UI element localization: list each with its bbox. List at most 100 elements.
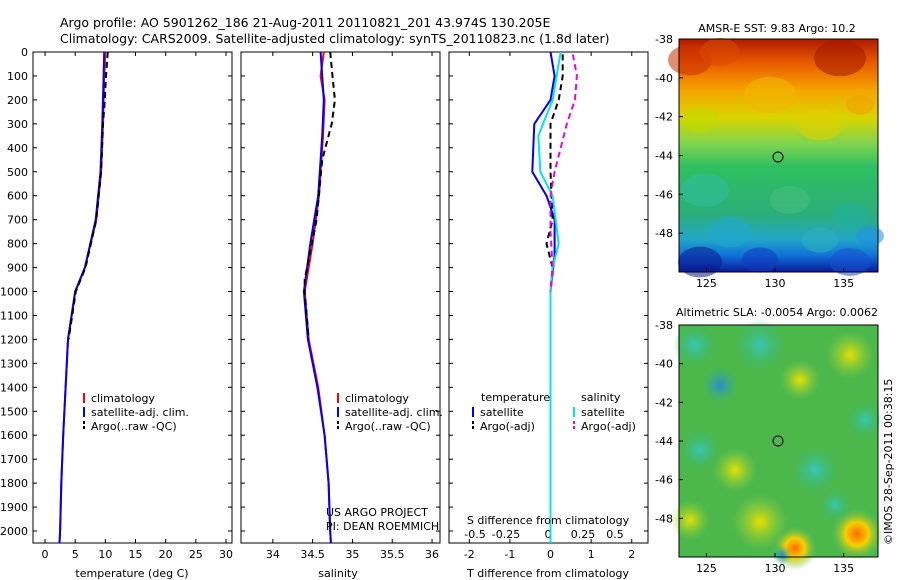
- y-tick-label: 700: [7, 214, 28, 227]
- legend-label: satellite: [480, 406, 524, 419]
- legend-label: climatology: [91, 392, 155, 405]
- legend-group-title: salinity: [581, 391, 621, 404]
- legend-label: Argo(..raw -QC): [91, 420, 177, 433]
- sla-texture-blob: [847, 402, 883, 438]
- map-y-tick-label: -48: [655, 227, 673, 240]
- sst-texture-blob: [744, 76, 796, 114]
- sst-texture-blob: [846, 95, 874, 115]
- sst-texture-blob: [856, 226, 884, 246]
- y-tick-label: 1300: [0, 357, 28, 370]
- map-y-tick-label: -38: [655, 33, 673, 46]
- series-line-3: [549, 54, 578, 292]
- s-difference-label: S difference from climatology: [467, 514, 630, 527]
- y-tick-label: 1400: [0, 381, 28, 394]
- s-tick-label: -0.25: [492, 528, 520, 541]
- map-x-tick-label: 125: [696, 562, 717, 575]
- map-x-tick-label: 130: [765, 277, 786, 290]
- y-tick-label: 500: [7, 166, 28, 179]
- sla-texture-blob: [732, 494, 788, 550]
- map-y-tick-label: -48: [655, 512, 673, 525]
- map-y-tick-label: -42: [655, 396, 673, 409]
- y-tick-label: 1500: [0, 405, 28, 418]
- x-tick-label: 35.5: [380, 548, 405, 561]
- legend-label: climatology: [345, 392, 409, 405]
- series-line-2: [537, 51, 562, 543]
- sla-map: Altimetric SLA: -0.0054 Argo: 0.0062 125…: [655, 306, 883, 575]
- sst-texture-blob: [770, 186, 810, 214]
- sst-texture-blob: [830, 248, 870, 276]
- difference-legend: temperaturesatelliteArgo(-adj)salinitysa…: [472, 391, 636, 433]
- y-tick-label: 900: [7, 262, 28, 275]
- x-tick-label: 0: [547, 548, 554, 561]
- sst-texture-blob: [832, 202, 868, 228]
- sst-texture-blob: [802, 227, 838, 253]
- sla-texture-blob: [702, 367, 738, 403]
- y-tick-label: 400: [7, 142, 28, 155]
- y-tick-label: 1000: [0, 286, 28, 299]
- x-tick-label: 0: [42, 548, 49, 561]
- y-tick-label: 600: [7, 190, 28, 203]
- difference-panel: -2 -1 0 1 2 -0.5 -0.25 0 0.25 0.5 S difference fr…: [448, 51, 649, 580]
- sla-texture-blob: [780, 360, 820, 400]
- y-tick-label: 0: [21, 46, 28, 59]
- y-tick-label: 300: [7, 118, 28, 131]
- x-tick-label: 30: [219, 548, 233, 561]
- x-tick-label: 34: [266, 548, 280, 561]
- x-tick-label: 15: [129, 548, 143, 561]
- s-tick-label: 0.25: [571, 528, 596, 541]
- sst-map-title: AMSR-E SST: 9.83 Argo: 10.2: [698, 22, 856, 35]
- x-tick-label: 20: [159, 548, 173, 561]
- x-tick-label: 34.5: [300, 548, 325, 561]
- map-y-tick-label: -46: [655, 474, 673, 487]
- map-y-tick-label: -42: [655, 111, 673, 124]
- salinity-axes-box: [240, 51, 441, 544]
- salinity-panel: 34 34.5 35 35.5 36 salinity climatologysatel…: [240, 51, 443, 580]
- map-y-tick-label: -40: [655, 72, 673, 85]
- figure-title-line2: Climatology: CARS2009. Satellite-adjuste…: [60, 31, 610, 46]
- map-y-tick-label: -44: [655, 150, 673, 163]
- y-tick-label: 800: [7, 238, 28, 251]
- legend-label: satellite-adj. clim.: [91, 406, 189, 419]
- map-x-tick-label: 125: [696, 277, 717, 290]
- y-tick-label: 100: [7, 70, 28, 83]
- legend-label: Argo(-adj): [581, 420, 636, 433]
- sla-texture-blob: [819, 489, 851, 521]
- legend-label: Argo(-adj): [480, 420, 535, 433]
- y-tick-label: 1100: [0, 309, 28, 322]
- x-tick-label: 2: [628, 548, 635, 561]
- project-note-line2: PI: DEAN ROEMMICH: [326, 520, 439, 533]
- sla-map-title: Altimetric SLA: -0.0054 Argo: 0.0062: [676, 306, 878, 319]
- sst-texture-blob: [742, 247, 778, 273]
- map-y-tick-label: -44: [655, 435, 673, 448]
- sst-texture-blob: [681, 173, 729, 207]
- sst-texture-blob: [798, 109, 842, 141]
- x-tick-label: 10: [98, 548, 112, 561]
- s-tick-label: -0.5: [464, 528, 485, 541]
- x-tick-label: -1: [504, 548, 515, 561]
- sla-argo-marker: [772, 435, 784, 447]
- sla-texture-blob: [680, 430, 720, 470]
- map-x-tick-label: 135: [833, 562, 854, 575]
- sla-texture-blob: [831, 508, 883, 560]
- sla-texture-blob: [713, 448, 757, 492]
- y-tick-label: 1800: [0, 477, 28, 490]
- x-tick-label: 5: [72, 548, 79, 561]
- difference-axes-box: [448, 51, 649, 544]
- y-tick-label: 1700: [0, 453, 28, 466]
- y-tick-label: 200: [7, 94, 28, 107]
- t-difference-xlabel: T difference from climatology: [466, 567, 629, 580]
- y-tick-label: 1600: [0, 429, 28, 442]
- figure-title-line1: Argo profile: AO 5901262_186 21-Aug-2011…: [60, 15, 550, 30]
- x-tick-label: 35: [345, 548, 359, 561]
- y-tick-label: 1200: [0, 333, 28, 346]
- salinity-xlabel: salinity: [318, 567, 358, 580]
- x-tick-label: -2: [464, 548, 475, 561]
- temperature-xlabel: temperature (deg C): [75, 567, 188, 580]
- sst-texture-blob: [708, 216, 752, 248]
- x-tick-label: 36: [425, 548, 439, 561]
- map-y-tick-label: -40: [655, 358, 673, 371]
- sla-texture-blob: [791, 446, 839, 494]
